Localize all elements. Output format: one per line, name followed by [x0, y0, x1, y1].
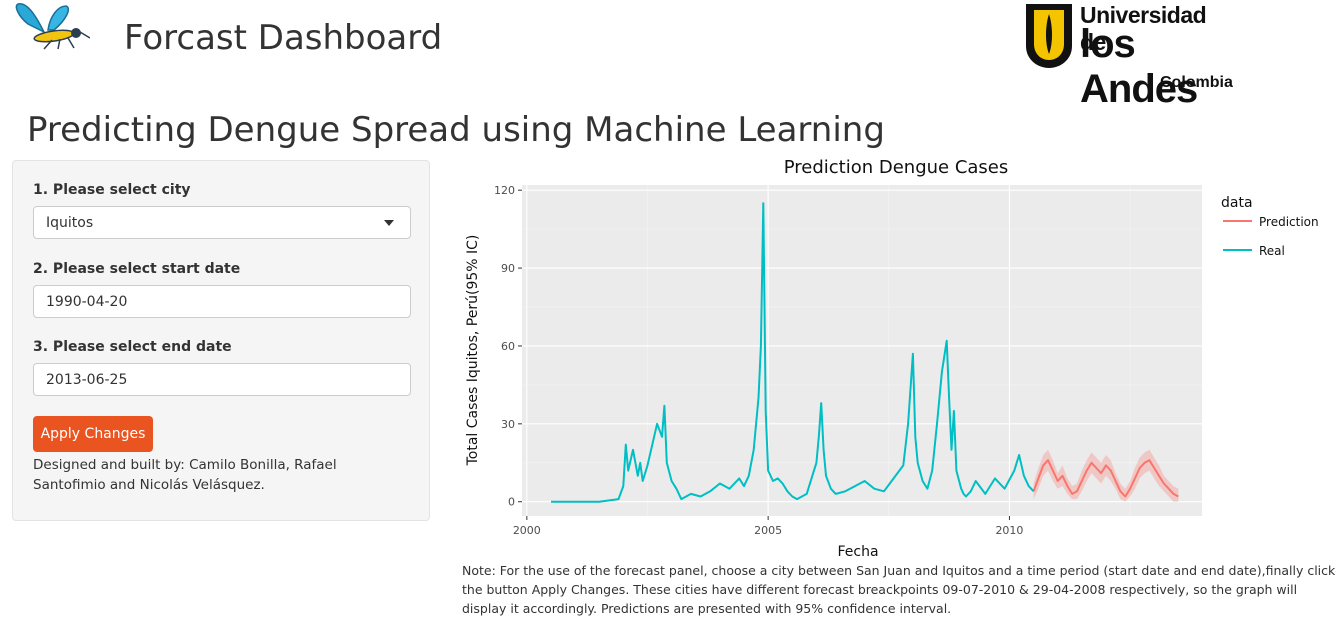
grid-lines [522, 185, 1202, 516]
dengue-chart[interactable]: Prediction Dengue Cases 0 30 60 90 120 2000 20… [455, 150, 1342, 560]
university-country: Colombia [1160, 74, 1233, 91]
legend-real-label: Real [1259, 244, 1285, 258]
usage-note: Note: For the use of the forecast panel,… [462, 563, 1336, 616]
y-tick-label: 0 [508, 496, 515, 509]
x-tick-label: 2005 [754, 524, 782, 537]
city-select[interactable]: Iquitos [33, 206, 411, 239]
page-title: Predicting Dengue Spread using Machine L… [27, 110, 885, 150]
x-tick-label: 2000 [513, 524, 541, 537]
header: Forcast Dashboard Universidad de los And… [0, 0, 1342, 111]
start-date-value: 1990-04-20 [46, 294, 128, 310]
mosquito-icon [15, 3, 90, 50]
end-date-input[interactable]: 2013-06-25 [33, 363, 411, 396]
start-date-label: 2. Please select start date [33, 261, 241, 277]
app-title: Forcast Dashboard [124, 18, 443, 58]
start-date-input[interactable]: 1990-04-20 [33, 285, 411, 318]
university-name-line1: Universidad de [1080, 2, 1207, 55]
legend: data Prediction Real [1221, 195, 1319, 258]
x-tick-label: 2010 [995, 524, 1023, 537]
legend-prediction-label: Prediction [1259, 215, 1319, 229]
y-tick-label: 120 [494, 184, 515, 197]
end-date-value: 2013-06-25 [46, 372, 128, 388]
credits-text: Designed and built by: Camilo Bonilla, R… [33, 457, 337, 493]
prediction-line [1032, 459, 1179, 498]
shield-icon [1026, 4, 1072, 68]
y-tick-label: 30 [501, 418, 515, 431]
real-line [551, 202, 1035, 503]
series-lines [551, 202, 1179, 503]
university-name-line2: los Andes [1080, 22, 1198, 111]
chevron-down-icon [384, 220, 394, 226]
city-label: 1. Please select city [33, 182, 191, 198]
y-axis-label: Total Cases Iquitos, Perú(95% IC) [465, 235, 481, 467]
y-tick-label: 90 [501, 262, 515, 275]
sidebar-panel: 1. Please select city Iquitos 2. Please … [12, 160, 430, 521]
y-tick-label: 60 [501, 340, 515, 353]
apply-changes-button[interactable]: Apply Changes [33, 416, 153, 452]
chart-title: Prediction Dengue Cases [784, 157, 1009, 178]
end-date-label: 3. Please select end date [33, 339, 232, 355]
x-axis-label: Fecha [837, 544, 878, 560]
city-select-value: Iquitos [46, 215, 94, 231]
legend-title: data [1221, 195, 1253, 211]
university-logo: Universidad de los Andes Colombia [1022, 0, 1233, 111]
axis-ticks: 0 30 60 90 120 2000 2005 2010 [494, 184, 1023, 537]
